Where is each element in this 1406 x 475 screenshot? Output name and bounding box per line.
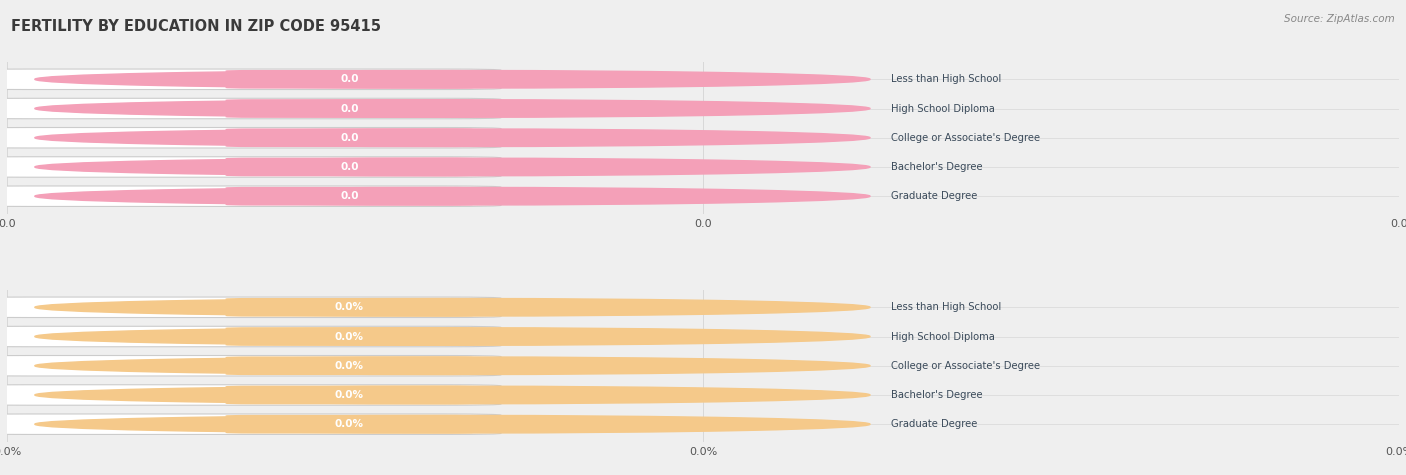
FancyBboxPatch shape [225,70,474,89]
FancyBboxPatch shape [0,186,501,207]
Text: Source: ZipAtlas.com: Source: ZipAtlas.com [1284,14,1395,24]
FancyBboxPatch shape [225,298,474,317]
Text: 0.0: 0.0 [340,74,359,84]
Text: 0.0%: 0.0% [335,361,364,371]
FancyBboxPatch shape [225,327,474,346]
FancyBboxPatch shape [0,355,501,376]
FancyBboxPatch shape [0,326,501,347]
Text: College or Associate's Degree: College or Associate's Degree [891,361,1040,371]
Circle shape [35,129,870,146]
Text: Less than High School: Less than High School [891,302,1001,312]
Text: Bachelor's Degree: Bachelor's Degree [891,390,983,400]
Circle shape [35,298,870,316]
Text: 0.0: 0.0 [340,104,359,114]
Circle shape [35,386,870,404]
Text: High School Diploma: High School Diploma [891,332,995,342]
FancyBboxPatch shape [225,128,474,147]
Text: 0.0%: 0.0% [335,332,364,342]
Circle shape [35,357,870,374]
FancyBboxPatch shape [0,157,501,177]
Circle shape [35,158,870,176]
Circle shape [35,416,870,433]
FancyBboxPatch shape [0,127,501,148]
FancyBboxPatch shape [225,386,474,404]
Text: FERTILITY BY EDUCATION IN ZIP CODE 95415: FERTILITY BY EDUCATION IN ZIP CODE 95415 [11,19,381,34]
Text: 0.0: 0.0 [340,191,359,201]
Text: High School Diploma: High School Diploma [891,104,995,114]
FancyBboxPatch shape [0,385,501,405]
Text: Graduate Degree: Graduate Degree [891,191,977,201]
Text: 0.0%: 0.0% [335,390,364,400]
Text: 0.0: 0.0 [340,133,359,143]
Text: Graduate Degree: Graduate Degree [891,419,977,429]
Text: 0.0%: 0.0% [335,302,364,312]
FancyBboxPatch shape [225,187,474,206]
Text: Bachelor's Degree: Bachelor's Degree [891,162,983,172]
Circle shape [35,328,870,345]
Circle shape [35,188,870,205]
FancyBboxPatch shape [0,69,501,89]
FancyBboxPatch shape [225,99,474,118]
Text: 0.0: 0.0 [340,162,359,172]
Text: Less than High School: Less than High School [891,74,1001,84]
FancyBboxPatch shape [225,158,474,176]
Circle shape [35,100,870,117]
Text: College or Associate's Degree: College or Associate's Degree [891,133,1040,143]
FancyBboxPatch shape [0,98,501,119]
FancyBboxPatch shape [225,415,474,434]
Text: 0.0%: 0.0% [335,419,364,429]
FancyBboxPatch shape [225,356,474,375]
FancyBboxPatch shape [0,297,501,317]
Circle shape [35,70,870,88]
FancyBboxPatch shape [0,414,501,435]
